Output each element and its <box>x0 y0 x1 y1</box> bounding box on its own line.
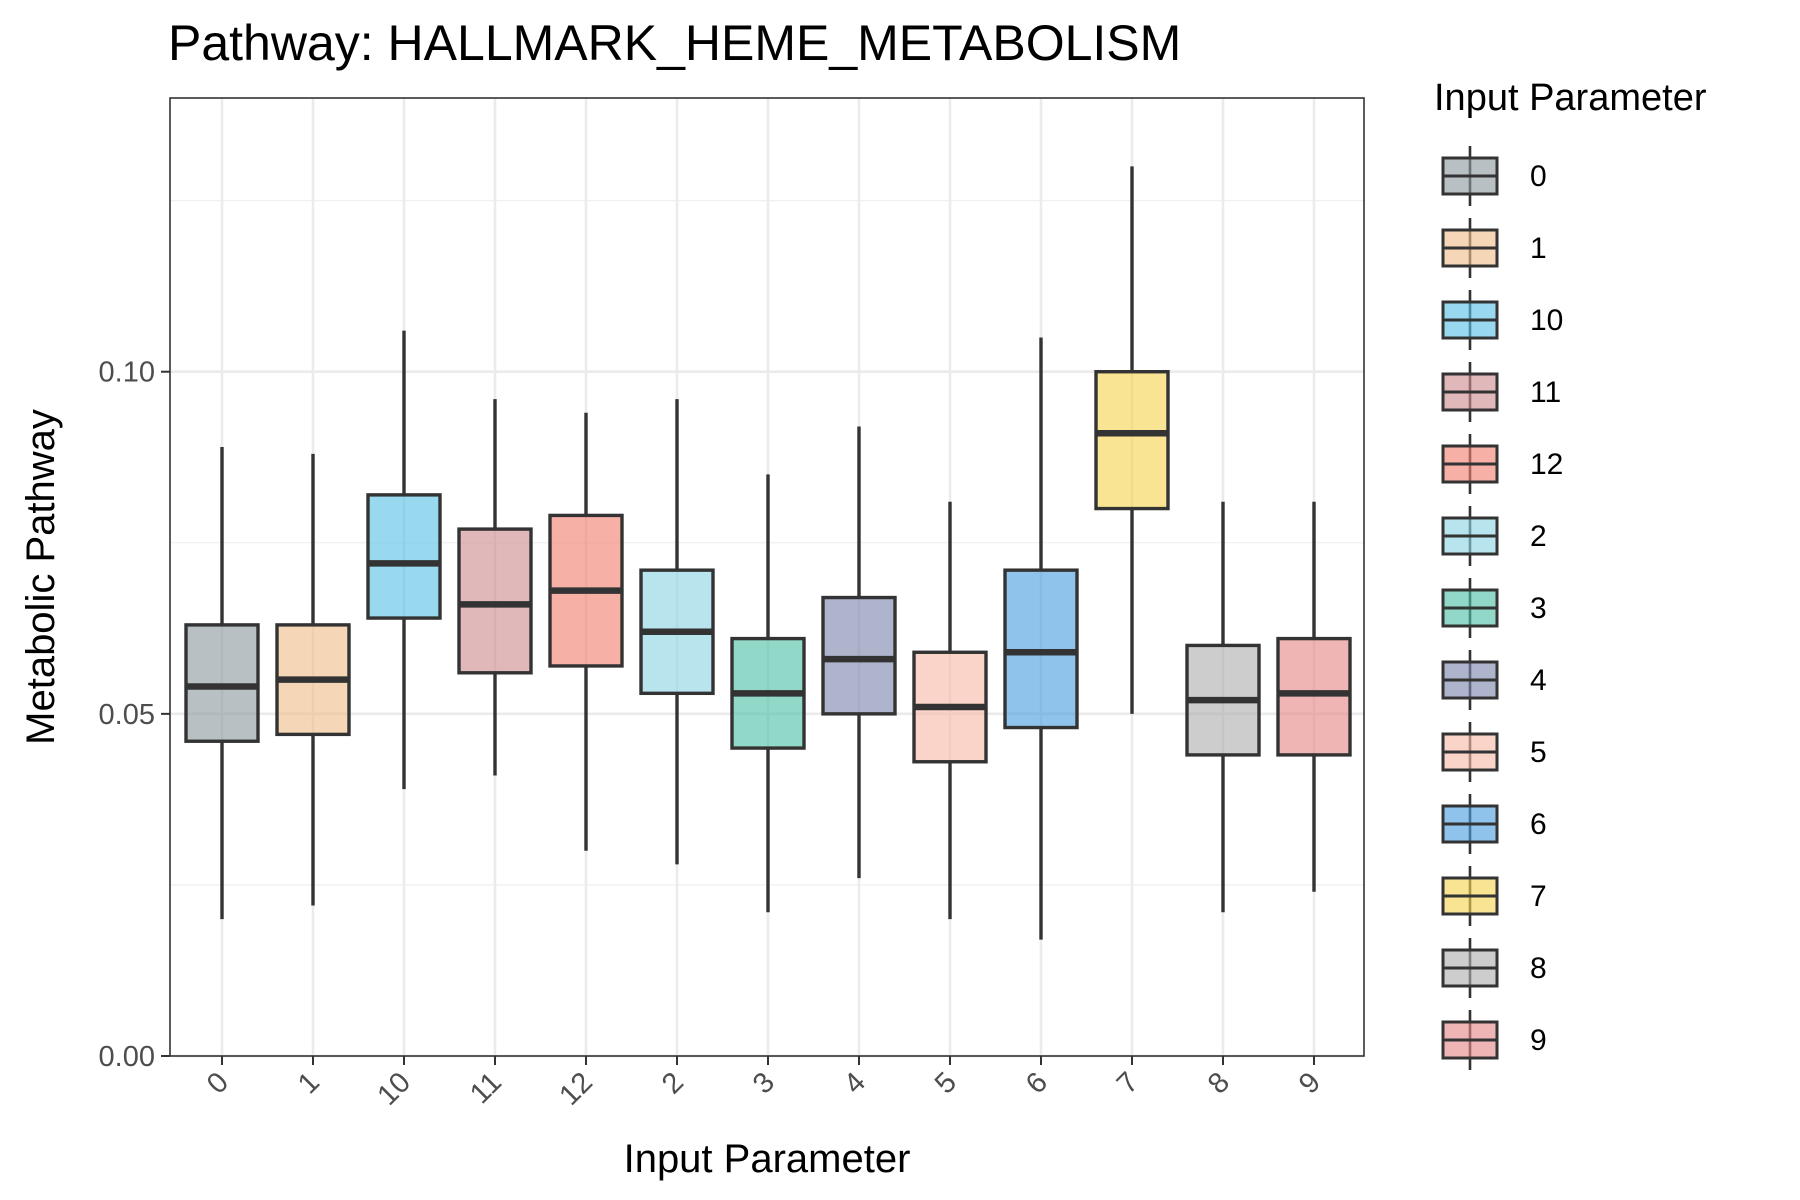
legend-label: 7 <box>1530 880 1547 913</box>
box-group <box>184 166 1352 940</box>
x-tick-label: 4 <box>838 1066 872 1100</box>
legend-item-0: 0 <box>1441 146 1547 206</box>
x-axis-title: Input Parameter <box>624 1137 911 1181</box>
legend-label: 3 <box>1530 592 1547 625</box>
box-5 <box>912 501 988 920</box>
legend-label: 8 <box>1530 952 1547 985</box>
box-body <box>821 595 897 716</box>
box-body <box>366 493 442 620</box>
box-11 <box>457 399 533 776</box>
legend-label: 6 <box>1530 808 1547 841</box>
legend-label: 12 <box>1530 448 1563 481</box>
x-tick-label: 10 <box>372 1066 417 1111</box>
x-tick-label: 7 <box>1111 1066 1145 1100</box>
x-tick-label: 12 <box>554 1066 599 1111</box>
legend-item-8: 8 <box>1441 938 1547 998</box>
legend-item-1: 1 <box>1441 218 1547 278</box>
legend-title: Input Parameter <box>1434 77 1707 119</box>
x-tick-label: 6 <box>1020 1066 1054 1100</box>
legend-label: 9 <box>1530 1024 1547 1057</box>
box-10 <box>366 330 442 790</box>
box-9 <box>1276 501 1352 892</box>
box-body <box>1276 636 1352 757</box>
y-tick-label: 0.05 <box>99 699 155 731</box>
legend-item-6: 6 <box>1441 794 1547 854</box>
box-7 <box>1094 166 1170 714</box>
box-body <box>1094 370 1170 511</box>
box-0 <box>184 446 260 920</box>
legend-label: 2 <box>1530 520 1547 553</box>
y-axis: 0.00 0.05 0.10 <box>99 357 170 1073</box>
box-6 <box>1003 337 1079 940</box>
box-body <box>1003 568 1079 730</box>
x-axis: 0 1 10 11 12 2 3 4 5 6 7 8 9 <box>201 1056 1327 1112</box>
legend-label: 1 <box>1530 232 1547 265</box>
legend-item-2: 2 <box>1441 506 1547 566</box>
legend-label: 10 <box>1530 304 1563 337</box>
box-2 <box>639 399 715 865</box>
x-tick-label: 9 <box>1293 1066 1327 1100</box>
legend-item-10: 10 <box>1441 290 1563 350</box>
x-tick-label: 3 <box>747 1066 781 1100</box>
box-3 <box>730 474 806 913</box>
x-tick-label: 8 <box>1202 1066 1236 1100</box>
box-body <box>184 623 260 743</box>
chart-title: Pathway: HALLMARK_HEME_METABOLISM <box>168 15 1181 71</box>
box-4 <box>821 426 897 879</box>
legend-label: 5 <box>1530 736 1547 769</box>
legend-item-5: 5 <box>1441 722 1547 782</box>
x-tick-label: 2 <box>656 1066 690 1100</box>
box-8 <box>1185 501 1261 913</box>
legend-item-3: 3 <box>1441 578 1547 638</box>
legend-label: 4 <box>1530 664 1547 697</box>
legend-label: 11 <box>1530 376 1561 409</box>
box-body <box>457 527 533 675</box>
box-12 <box>548 412 624 851</box>
y-tick-label: 0.10 <box>99 357 155 389</box>
x-tick-label: 5 <box>929 1066 963 1100</box>
y-tick-label: 0.00 <box>99 1041 155 1073</box>
legend-item-4: 4 <box>1441 650 1547 710</box>
x-tick-label: 0 <box>201 1066 235 1100</box>
box-1 <box>275 453 351 906</box>
y-axis-title: Metabolic Pathway <box>19 409 63 745</box>
legend-label: 0 <box>1530 160 1547 193</box>
legend-item-7: 7 <box>1441 866 1547 926</box>
x-tick-label: 1 <box>292 1066 326 1100</box>
legend-item-11: 11 <box>1441 362 1561 422</box>
legend-item-9: 9 <box>1441 1010 1547 1070</box>
legend-item-12: 12 <box>1441 434 1563 494</box>
legend: 0 1 10 11 12 2 3 4 5 6 7 8 9 <box>1441 146 1563 1070</box>
x-tick-label: 11 <box>464 1066 508 1110</box>
